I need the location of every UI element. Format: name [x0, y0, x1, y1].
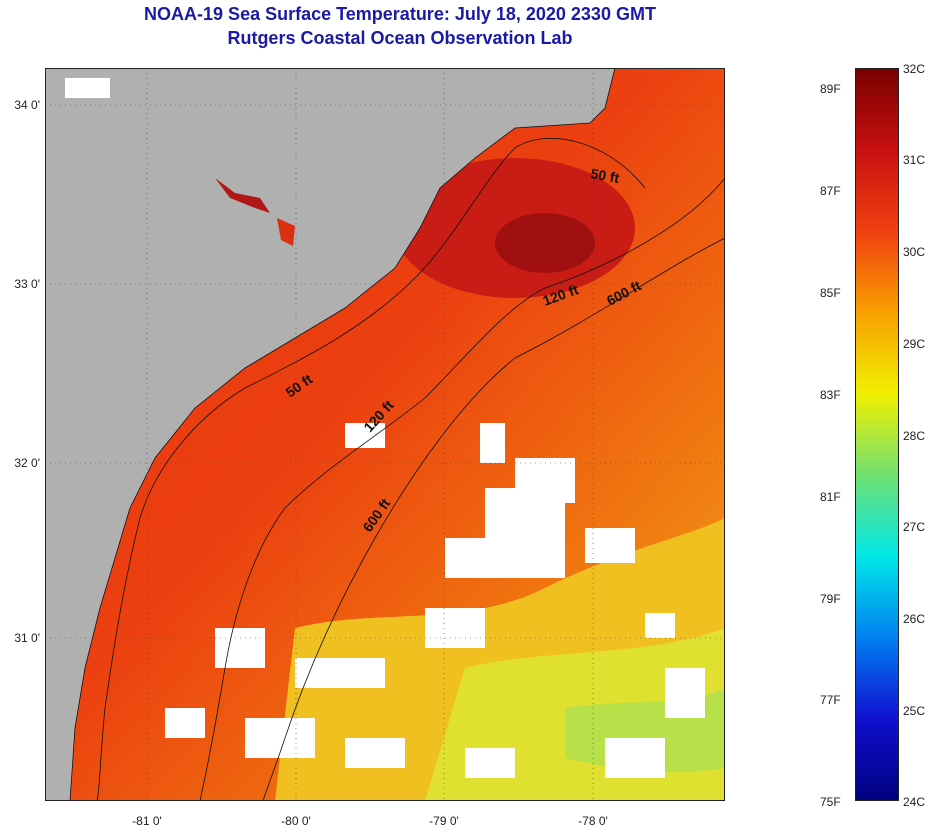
colorbar-celsius-label: 32C: [903, 62, 926, 76]
isobath-50ft: [96, 137, 646, 801]
colorbar-celsius-label: 25C: [903, 704, 926, 718]
warm-water-region: [495, 213, 595, 273]
colorbar-fahrenheit-label: 89F: [820, 82, 841, 96]
graticule: [45, 68, 725, 801]
map-subtitle: Rutgers Coastal Ocean Observation Lab: [227, 28, 573, 48]
latitude-label: 33 0': [14, 277, 40, 291]
coastline: [69, 68, 616, 801]
latitude-label: 34 0': [14, 98, 40, 112]
map-frame: [45, 68, 725, 801]
sst-map-canvas: 50 ft 120 ft 600 ft 50 ft 120 ft 600 ft: [45, 68, 725, 801]
colorbar-fahrenheit-label: 77F: [820, 693, 841, 707]
longitude-label: -78 0': [578, 814, 608, 828]
colorbar-celsius-label: 26C: [903, 612, 926, 626]
colorbar-fahrenheit-label: 75F: [820, 795, 841, 809]
colorbar-celsius-label: 29C: [903, 337, 926, 351]
land-area: [45, 68, 615, 801]
map-title: NOAA-19 Sea Surface Temperature: July 18…: [144, 4, 656, 24]
contour-label: 50 ft: [589, 165, 620, 186]
colorbar-celsius-label: 31C: [903, 153, 926, 167]
colorbar-fahrenheit-label: 85F: [820, 286, 841, 300]
island: [277, 218, 295, 246]
latitude-label: 32 0': [14, 456, 40, 470]
latitude-label: 31 0': [14, 631, 40, 645]
colorbar-celsius-label: 30C: [903, 245, 926, 259]
sst-map: 50 ft 120 ft 600 ft 50 ft 120 ft 600 ft: [45, 68, 725, 801]
colorbar-celsius-label: 27C: [903, 520, 926, 534]
colorbar-celsius-label: 28C: [903, 429, 926, 443]
island: [215, 178, 270, 213]
temperature-colorbar: [855, 68, 899, 801]
isobath-120ft: [199, 177, 725, 801]
colorbar-fahrenheit-label: 83F: [820, 388, 841, 402]
colorbar-fahrenheit-label: 79F: [820, 592, 841, 606]
colorbar-celsius-label: 24C: [903, 795, 926, 809]
cloud-mask: [65, 78, 705, 778]
longitude-label: -80 0': [281, 814, 311, 828]
longitude-label: -81 0': [132, 814, 162, 828]
isobath-600ft: [262, 237, 725, 801]
longitude-label: -79 0': [429, 814, 459, 828]
colorbar-fahrenheit-label: 81F: [820, 490, 841, 504]
colorbar-fahrenheit-label: 87F: [820, 184, 841, 198]
